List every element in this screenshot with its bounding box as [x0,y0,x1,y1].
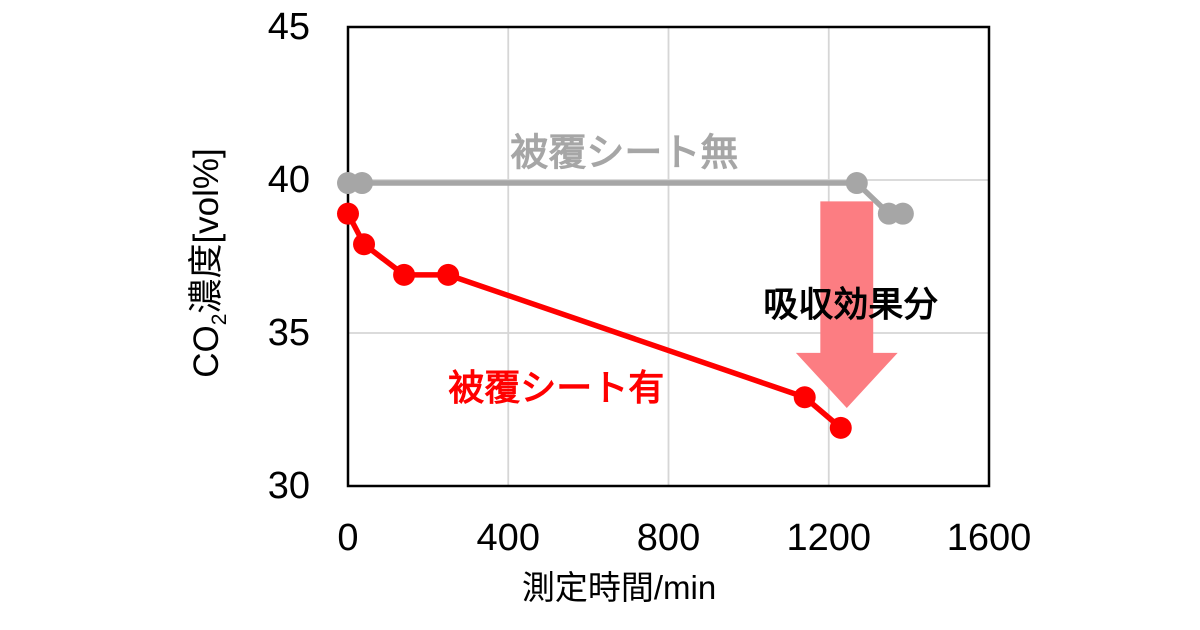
data-series [337,172,914,439]
y-tick-label: 45 [268,6,310,48]
x-axis-title: 測定時間/min [521,569,717,606]
y-tick-label: 40 [268,159,310,201]
x-tick-label: 1600 [947,517,1032,559]
annotation-label: 吸収効果分 [763,285,939,325]
data-point-series-1 [793,386,816,409]
data-point-series-1 [437,263,460,286]
y-axis-title-sub: 2 [208,313,231,326]
series-line-0 [345,180,906,217]
x-tick-label: 1200 [786,517,871,559]
data-point-series-0 [845,172,868,195]
plot-border [346,25,991,488]
y-axis-title-pre: CO [187,325,226,378]
x-tick-label: 400 [477,517,540,559]
x-tick-label: 0 [337,517,358,559]
data-point-series-1 [353,233,376,256]
y-tick-label: 35 [268,312,310,354]
absorption-arrow [795,201,898,408]
data-point-series-1 [393,263,416,286]
data-point-series-1 [337,202,359,225]
x-tick-label: 800 [637,517,700,559]
plot-border-rect [346,25,991,488]
gridlines [348,27,989,486]
series-label-no-sheet: 被覆シート無 [510,132,739,175]
data-point-series-0 [351,172,374,195]
y-tick-label: 30 [268,465,310,507]
data-point-series-1 [829,416,852,439]
data-point-series-0 [891,202,914,225]
series-label-with-sheet: 被覆シート有 [448,367,665,409]
y-axis-title-post: 濃度[vol%] [187,148,226,314]
down-arrow-shape [795,201,898,408]
axis-tick-labels: 0 400 800 1200 1600 45 40 35 30 [268,6,1032,559]
y-axis-title: CO2濃度[vol%] [178,148,232,378]
